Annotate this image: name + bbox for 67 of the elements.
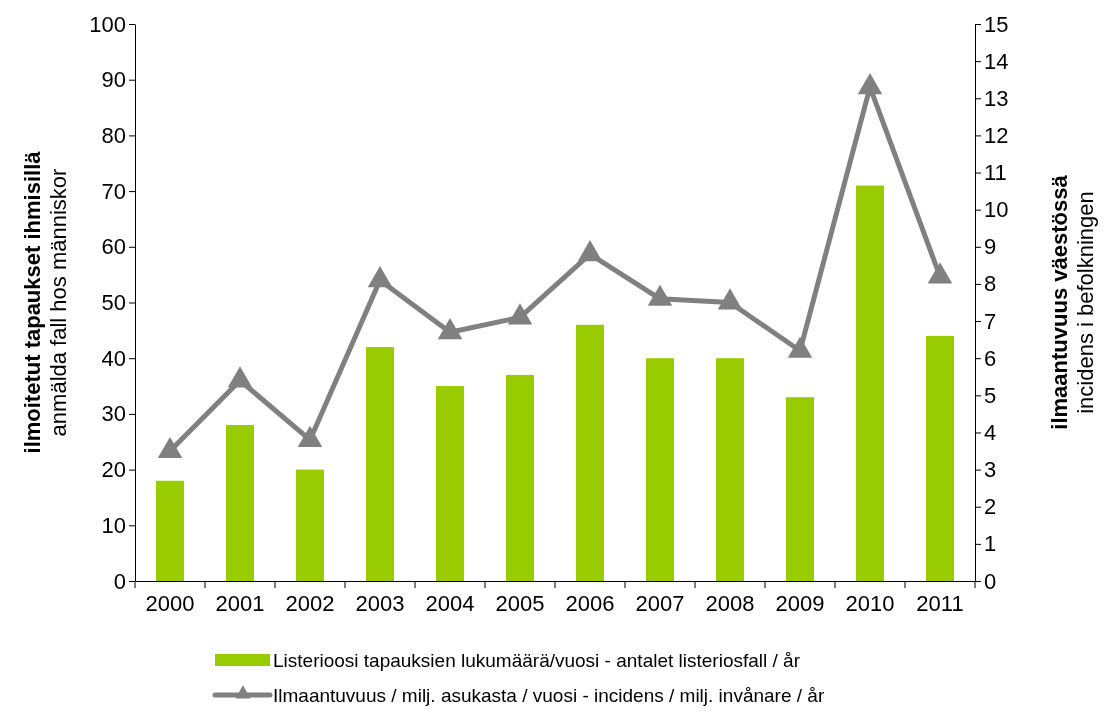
- bar: [506, 374, 534, 581]
- y2-tick-label: 8: [984, 271, 997, 297]
- y2-tick-label: 13: [984, 85, 1009, 111]
- y-tick-label: 80: [101, 122, 126, 148]
- x-tick-label: 2009: [775, 590, 825, 616]
- point: [367, 266, 393, 288]
- point: [157, 436, 183, 459]
- x-tick-label: 2003: [355, 590, 405, 616]
- point: [927, 262, 953, 284]
- y-tick-label: 100: [89, 11, 126, 37]
- bar: [226, 425, 254, 581]
- y2-tick-label: 9: [984, 234, 997, 260]
- y-tick-label: 90: [101, 67, 126, 93]
- x-tick-label: 2005: [495, 590, 545, 616]
- bar: [716, 358, 744, 581]
- point: [647, 284, 673, 306]
- x-tick-label: 2010: [845, 590, 895, 616]
- point: [717, 288, 743, 310]
- y-tick-label: 20: [101, 457, 126, 483]
- y2-tick-label: 11: [984, 160, 1007, 186]
- x-tick-label: 2008: [705, 590, 755, 616]
- bar: [436, 386, 464, 581]
- legend-label: Ilmaantuvuus / milj. asukasta / vuosi - incidens / milj. invånare / år: [273, 685, 825, 706]
- bar: [156, 480, 184, 581]
- y2-tick-label: 1: [984, 531, 997, 557]
- point: [507, 303, 533, 325]
- y-axis-title: ilmoitetut tapaukset ihmisillä anmälda fall hos människor: [20, 150, 71, 454]
- bar: [786, 397, 814, 581]
- x-tick-label: 2002: [285, 590, 335, 616]
- x-tick-label: 2001: [215, 590, 265, 616]
- point: [297, 425, 323, 447]
- y2-tick-label: 6: [984, 345, 997, 371]
- y2-tick-label: 4: [984, 420, 997, 446]
- y2-tick-label: 5: [984, 382, 997, 408]
- y2-tick-label: 0: [984, 568, 997, 594]
- bar: [646, 358, 674, 581]
- point: [577, 240, 603, 262]
- y-tick-label: 10: [101, 512, 126, 538]
- x-tick-label: 2000: [145, 590, 195, 616]
- legend-label: Listerioosi tapauksien lukumäärä/vuosi - antalet listeriosfall / år: [273, 650, 801, 671]
- y2-tick-label: 3: [984, 457, 997, 483]
- point: [787, 336, 813, 358]
- point: [227, 366, 253, 388]
- y2-tick-label: 12: [984, 122, 1009, 148]
- bar: [576, 324, 604, 581]
- y-tick-label: 60: [101, 234, 126, 260]
- y-tick-label: 50: [101, 290, 126, 316]
- bar: [856, 185, 884, 581]
- x-tick-label: 2007: [635, 590, 685, 616]
- point: [437, 318, 463, 340]
- x-tick-label: 2006: [565, 590, 615, 616]
- x-tick-label: 2004: [425, 590, 475, 616]
- y-tick-label: 0: [113, 568, 126, 594]
- y-tick-label: 40: [101, 345, 126, 371]
- point: [857, 72, 883, 95]
- bar: [296, 469, 324, 581]
- y2-tick-label: 10: [984, 197, 1009, 223]
- bar: [366, 347, 394, 581]
- y-tick-label: 30: [101, 401, 126, 427]
- y2-tick-label: 14: [984, 48, 1009, 74]
- y2-tick-label: 15: [984, 11, 1009, 37]
- y2-axis-title: ilmaantuvuus väestössä incidens i befolkningen: [1047, 174, 1098, 430]
- bar: [926, 335, 954, 581]
- y2-tick-label: 2: [984, 494, 997, 520]
- y-tick-label: 70: [101, 178, 126, 204]
- x-tick-label: 2011: [916, 590, 964, 616]
- y2-tick-label: 7: [984, 308, 997, 334]
